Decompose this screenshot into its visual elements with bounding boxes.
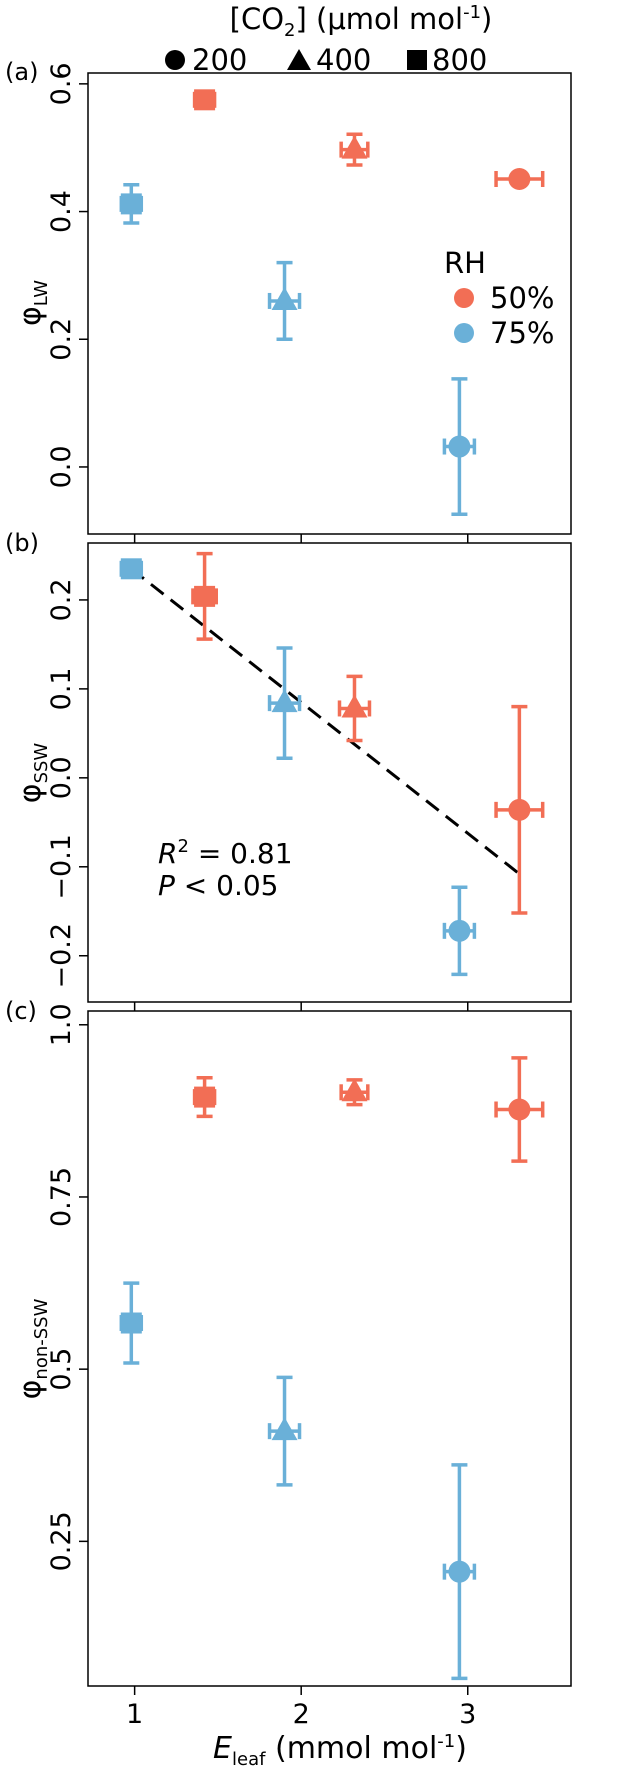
co2-400-legend-marker: [287, 49, 311, 70]
data-point-rh50-co2-400: [339, 132, 370, 167]
data-point-rh75-co2-800: [119, 182, 144, 225]
circle-marker: [448, 435, 471, 458]
panel-c-y-ticks: 0.25 0.5 0.75 1.0: [46, 1003, 88, 1571]
panel-a-y-tick-label: 0.4: [46, 190, 77, 233]
co2-800-legend-label: 800: [432, 43, 487, 77]
circle-marker: [448, 1560, 471, 1583]
panel-b-frame: [87, 542, 572, 1003]
circle-marker: [508, 798, 531, 821]
x-tick-label: 3: [459, 1699, 476, 1730]
panel-a-y-ticks: 0.0 0.2 0.4 0.6: [46, 62, 88, 488]
co2-800-legend-marker: [407, 50, 427, 70]
co2-legend: [CO2] (μmol mol-1) 200 400 800: [165, 2, 492, 77]
rh-legend-title: RH: [444, 246, 486, 280]
square-marker: [120, 193, 142, 215]
circle-marker: [508, 167, 531, 190]
co2-200-legend-marker: [165, 50, 185, 70]
panel-a-y-tick-label: 0.6: [46, 62, 77, 105]
data-point-rh75-co2-400: [267, 646, 302, 761]
x-axis-title: Eleaf (mmol mol-1): [213, 1731, 467, 1767]
circle-marker: [448, 919, 471, 942]
data-point-rh50-co2-800: [192, 1076, 217, 1119]
data-point-rh75-co2-200: [442, 1463, 477, 1681]
triangle-marker: [271, 689, 298, 713]
square-marker: [194, 89, 216, 111]
data-point-rh50-co2-400: [337, 674, 372, 743]
triangle-marker: [341, 135, 368, 159]
panel-a-y-tick-label: 0.2: [46, 318, 77, 361]
data-point-rh50-co2-400: [339, 1078, 370, 1107]
panel-b: (b) φSSW −0.2 −0.1 0.0 0.1 0.2 R2 = 0.81 P <…: [5, 529, 572, 1011]
panel-b-y-ticks: −0.2 −0.1 0.0 0.1 0.2: [46, 578, 88, 989]
r-squared-label: R2 = 0.81: [158, 836, 293, 870]
panel-a-points: [119, 89, 545, 516]
x-tick-label: 1: [126, 1699, 143, 1730]
square-marker: [120, 558, 142, 580]
panel-a-letter: (a): [5, 58, 38, 86]
rh-legend: RH 50% 75%: [444, 246, 554, 350]
rh-50-legend-label: 50%: [490, 281, 554, 315]
data-point-rh75-co2-200: [442, 377, 477, 516]
panel-b-x-ticks: [133, 1002, 469, 1011]
square-marker: [120, 1312, 142, 1334]
data-point-rh50-co2-200: [494, 1056, 545, 1163]
data-point-rh50-co2-200: [494, 704, 545, 915]
data-point-rh75-co2-800: [119, 1281, 144, 1365]
panel-b-y-tick-label: −0.1: [46, 834, 77, 900]
triangle-marker: [271, 286, 298, 310]
panel-c-y-tick-label: 0.75: [46, 1167, 77, 1227]
square-marker: [194, 585, 216, 607]
regression-annotation: R2 = 0.81 P < 0.05: [158, 836, 293, 902]
x-axis-tick-labels: 1 2 3: [126, 1699, 476, 1730]
panel-b-y-tick-label: 0.0: [46, 756, 77, 799]
panel-c-frame: [87, 1010, 572, 1687]
data-point-rh50-co2-200: [494, 167, 545, 190]
data-point-rh50-co2-800: [191, 551, 218, 641]
co2-400-legend-label: 400: [316, 43, 371, 77]
panel-c-y-axis-title: φnon-SSW: [13, 1298, 52, 1399]
triangle-marker: [341, 1078, 368, 1102]
panel-a-x-ticks: [133, 534, 469, 543]
panel-c-letter: (c): [5, 997, 37, 1025]
rh-75-legend-marker: [454, 323, 474, 343]
panel-a-y-axis-title: φLW: [13, 280, 52, 326]
circle-marker: [508, 1098, 531, 1121]
panel-b-y-axis-title: φSSW: [13, 743, 52, 804]
rh-50-legend-marker: [454, 288, 474, 308]
panel-c-x-ticks: [133, 1686, 469, 1695]
panel-c-points: [119, 1056, 545, 1681]
panel-a-y-tick-label: 0.0: [46, 445, 77, 488]
data-point-rh50-co2-800: [192, 89, 217, 111]
panel-c-y-tick-label: 0.5: [46, 1348, 77, 1391]
triangle-marker: [271, 1417, 298, 1441]
panel-c-y-tick-label: 1.0: [46, 1003, 77, 1046]
data-point-rh75-co2-400: [267, 1375, 302, 1487]
panel-b-letter: (b): [5, 529, 39, 557]
panel-b-y-tick-label: 0.1: [46, 667, 77, 710]
panel-b-fit: [130, 567, 521, 876]
triangle-marker: [341, 694, 368, 718]
p-value-label: P < 0.05: [158, 869, 279, 902]
rh-75-legend-label: 75%: [490, 316, 554, 350]
panel-a-frame: [87, 72, 572, 535]
data-point-rh75-co2-400: [267, 260, 302, 342]
panel-b-points: [119, 551, 545, 977]
panel-b-y-tick-label: 0.2: [46, 578, 77, 621]
square-marker: [194, 1086, 216, 1108]
panel-c: (c) φnon-SSW 0.25 0.5 0.75 1.0: [5, 997, 572, 1695]
panel-c-y-tick-label: 0.25: [46, 1511, 77, 1571]
data-point-rh75-co2-800: [119, 558, 144, 580]
panel-a: (a) φLW 0.0 0.2 0.4 0.6 RH 50% 75%: [5, 58, 572, 543]
co2-legend-title: [CO2] (μmol mol-1): [230, 2, 493, 41]
regression-line: [130, 567, 521, 876]
panel-b-y-tick-label: −0.2: [46, 923, 77, 989]
data-point-rh75-co2-200: [442, 885, 477, 977]
x-tick-label: 2: [293, 1699, 310, 1730]
co2-200-legend-label: 200: [192, 43, 247, 77]
